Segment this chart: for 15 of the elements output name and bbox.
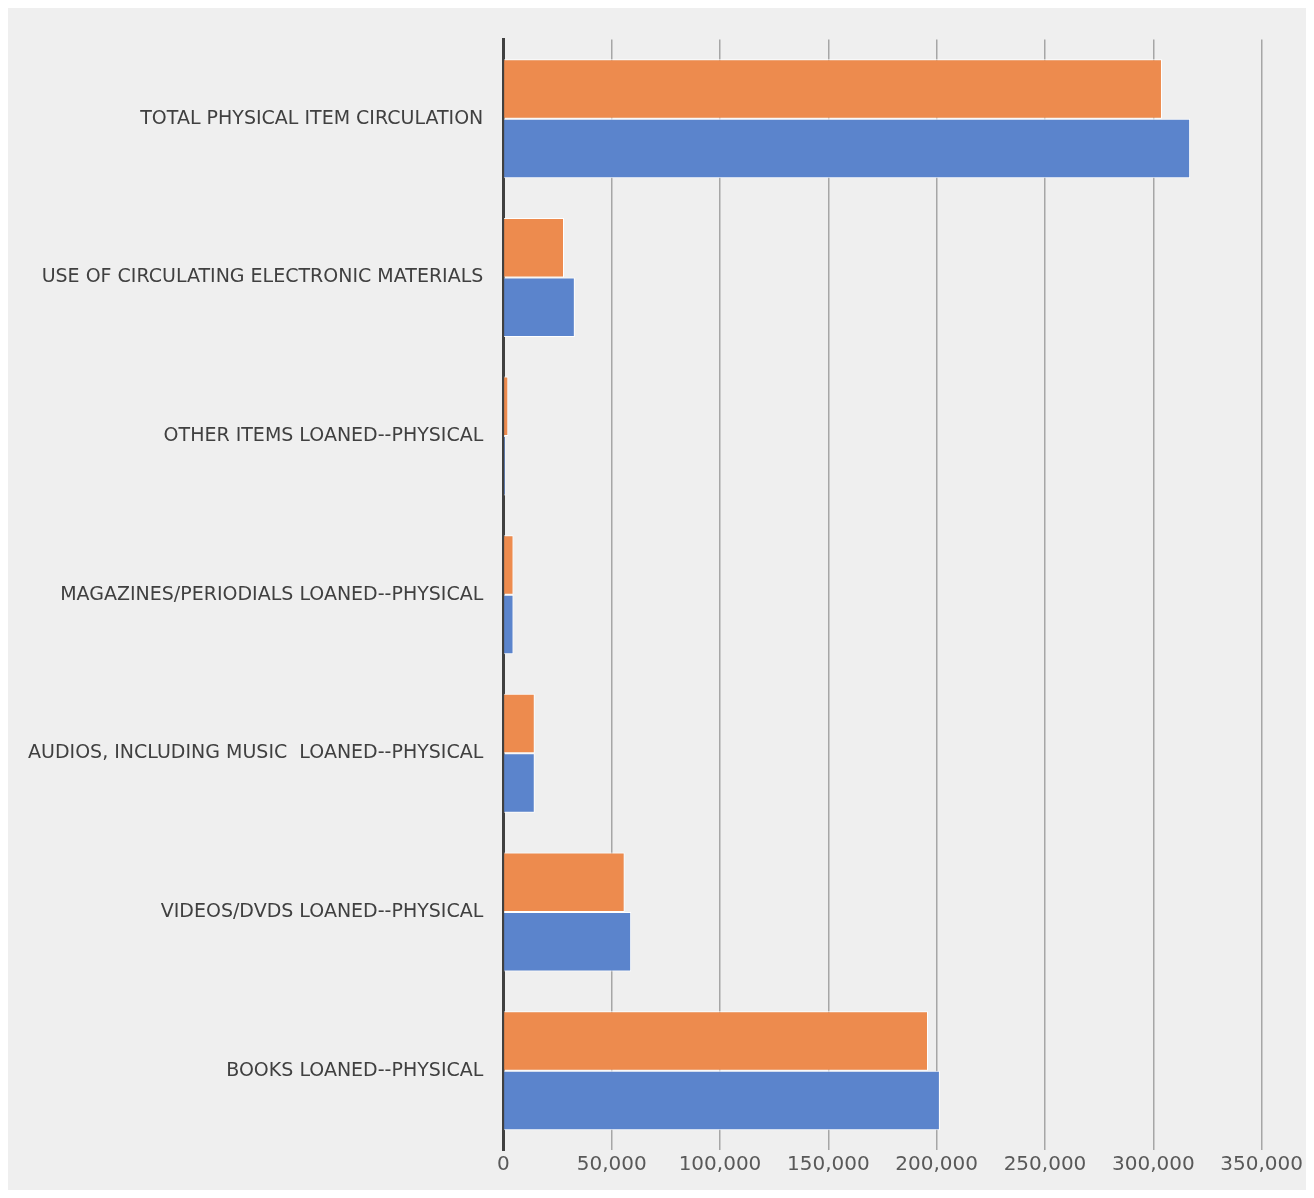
y-tick-label: TOTAL PHYSICAL ITEM CIRCULATION xyxy=(139,105,484,128)
x-tick-label: 0 xyxy=(496,1151,510,1176)
y-tick-label: BOOKS LOANED--PHYSICAL xyxy=(226,1057,484,1080)
x-tick-label: 150,000 xyxy=(786,1151,870,1176)
y-tick-label: OTHER ITEMS LOANED--PHYSICAL xyxy=(163,422,484,445)
x-tick-label: 200,000 xyxy=(895,1151,979,1176)
y-tick-label: AUDIOS, INCLUDING MUSIC LOANED--PHYSICAL xyxy=(27,740,484,763)
y-tick-label: USE OF CIRCULATING ELECTRONIC MATERIALS xyxy=(41,264,484,287)
x-tick-label: 350,000 xyxy=(1220,1151,1304,1176)
y-tick-label: VIDEOS/DVDS LOANED--PHYSICAL xyxy=(160,898,484,921)
x-tick-label: 50,000 xyxy=(576,1151,647,1176)
x-tick-label: 100,000 xyxy=(678,1151,762,1176)
y-tick-label: MAGAZINES/PERIODIALS LOANED--PHYSICAL xyxy=(60,581,484,604)
x-tick-label: 250,000 xyxy=(1003,1151,1087,1176)
x-tick-label: 300,000 xyxy=(1111,1151,1195,1176)
